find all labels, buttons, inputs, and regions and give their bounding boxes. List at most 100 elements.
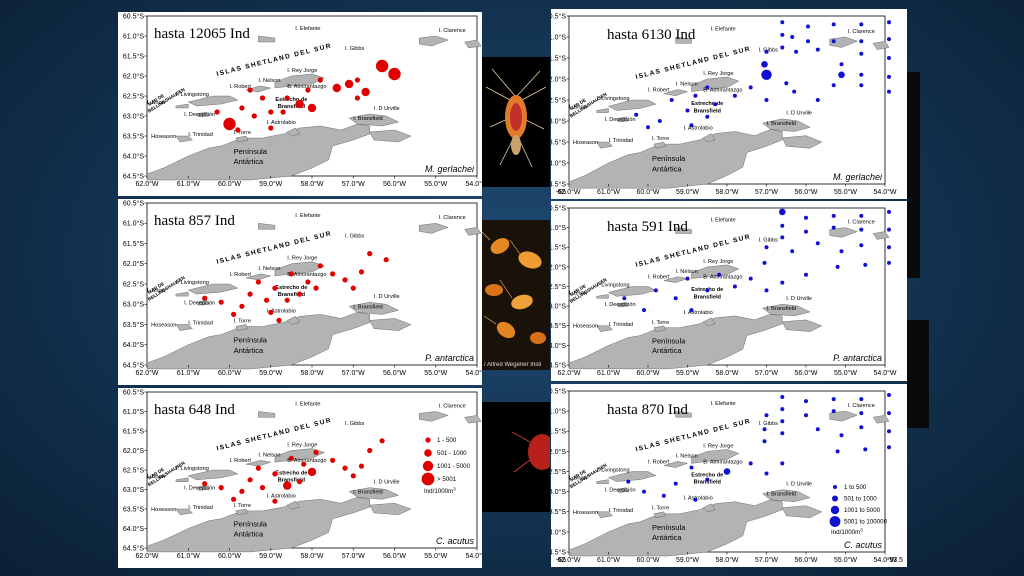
land-joinville [781, 135, 823, 149]
place-label: I. Clarence [848, 220, 875, 226]
station-dot [264, 297, 270, 303]
lon-tick-label: 59.0°W [676, 188, 699, 196]
place-label: I. Bransfield [767, 121, 797, 127]
place-label: I. Torre [234, 318, 251, 324]
station-dot [780, 280, 785, 285]
station-dot [367, 447, 373, 454]
lat-tick-label: 60.5°S [123, 12, 144, 20]
station-dot [804, 229, 808, 234]
place-label: I. Clarence [848, 403, 875, 409]
station-dot [764, 288, 769, 293]
place-label: Bransfield [694, 294, 722, 300]
station-dot [354, 95, 360, 101]
place-label: I. Livingstong [176, 466, 209, 472]
station-dot [780, 395, 785, 399]
land-joinville [369, 129, 412, 143]
land-island [675, 36, 692, 44]
station-dot [239, 105, 245, 111]
lon-tick-label: 54.0°W [873, 188, 896, 196]
land-island [616, 487, 629, 493]
place-label: I. Elefante [295, 402, 320, 408]
land-island [663, 89, 689, 97]
map-title: hasta 6130 Ind [607, 27, 696, 43]
place-label: I. Rey Jorge [703, 443, 733, 449]
station-dot [839, 62, 844, 67]
place-label: I. Snow [147, 474, 167, 480]
station-dot [379, 438, 385, 444]
place-label: I. Nelson [258, 78, 280, 84]
lon-tick-label: 61.0°W [597, 369, 620, 377]
station-dot [231, 496, 237, 502]
station-dot [288, 455, 294, 461]
place-label: B. Almirantazgo [287, 458, 326, 464]
station-dot [283, 481, 292, 490]
land-island [419, 223, 449, 234]
lat-tick-label: 62.0°S [551, 263, 566, 271]
lat-tick-label: 61.5°S [123, 240, 144, 248]
land-island [596, 294, 609, 299]
land-island [872, 414, 890, 424]
station-dot [806, 24, 810, 29]
lon-tick-label: 55.0°W [834, 369, 857, 377]
station-dot [202, 481, 208, 487]
legend-dot [833, 485, 837, 489]
species-label: M. gerlachei [833, 172, 883, 182]
station-dot [657, 119, 662, 123]
place-label: I. Astrolabio [267, 493, 296, 499]
land-island [616, 116, 629, 123]
lat-tick-label: 63.0°S [551, 117, 566, 125]
lon-tick-label: 54.0°W [873, 369, 896, 377]
land-joinville [781, 319, 823, 332]
land-island [196, 299, 210, 306]
station-dot [673, 481, 678, 486]
land-d-urville [762, 489, 811, 502]
station-dot [790, 249, 795, 254]
land-island [258, 35, 276, 43]
land-d-urville [348, 113, 400, 127]
station-dot [350, 285, 356, 291]
station-dot [685, 108, 690, 113]
station-dot [779, 208, 786, 216]
station-dot [218, 299, 224, 305]
station-dot [748, 85, 753, 90]
lon-tick-label: 62.0°W [557, 369, 580, 377]
land-island [187, 283, 239, 295]
place-label: I. Nelson [676, 453, 698, 459]
station-dot [838, 71, 845, 79]
place-label: I. Decepción [184, 300, 215, 306]
station-dot [780, 407, 785, 412]
station-dot [705, 477, 710, 482]
lon-tick-label: 61.0°W [177, 552, 200, 560]
legend-unit-superscript: 3 [860, 528, 863, 533]
lat-tick-label: 64.0°S [123, 152, 144, 160]
land-peninsula [146, 312, 370, 370]
lon-tick-label: 61.0°W [597, 188, 620, 196]
place-label: I. Nelson [676, 81, 698, 87]
lon-tick-label: 57.0°W [755, 556, 778, 564]
station-dot [259, 95, 266, 101]
place-label: I. Bransfield [767, 492, 797, 498]
place-label: I. D Urville [374, 480, 400, 486]
station-dot [717, 272, 722, 277]
station-dot [780, 461, 785, 466]
station-dot [804, 215, 808, 220]
station-dot [239, 488, 245, 494]
place-label: I. Robert [230, 84, 252, 90]
station-dot [780, 45, 785, 50]
place-label: B. Almirantazgo [287, 272, 326, 278]
land-island [464, 227, 482, 236]
land-island [691, 76, 740, 92]
station-dot [859, 411, 864, 416]
land-peninsula [146, 497, 370, 553]
place-label: Hoseason [151, 134, 176, 140]
map-panel-left-top: 62.0°W 61.0°W 60.0°W 59.0°W 58.0°W 57.0°W 56.0… [118, 12, 482, 196]
legend-dot [425, 437, 431, 443]
station-dot [693, 497, 698, 502]
legend-item-label: 1001 to 5000 [844, 507, 881, 514]
station-dot [317, 263, 323, 269]
size-legend: 1 to 500 501 to 1000 1001 to 5000 5001 to 1… [829, 484, 888, 536]
legend-item-label: 501 to 1000 [844, 496, 877, 503]
place-label: Antártica [234, 346, 264, 355]
map-panel-right-middle: 62.0°W 61.0°W 60.0°W 59.0°W 58.0°W 57.0°W 56.0… [551, 201, 907, 381]
land-island [187, 469, 239, 481]
